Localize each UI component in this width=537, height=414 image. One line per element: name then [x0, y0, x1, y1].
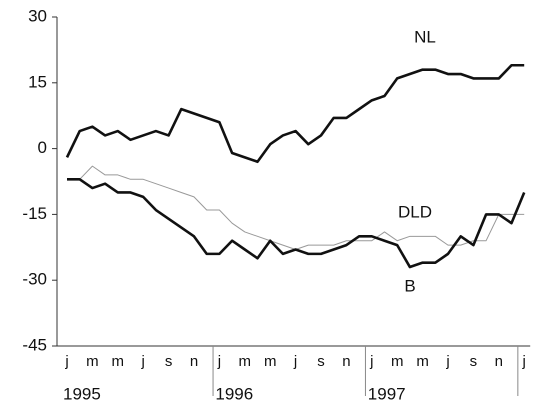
x-tick-label: m	[112, 353, 125, 370]
series-line	[67, 178, 526, 269]
x-tick-label: m	[86, 353, 99, 370]
series-line	[67, 165, 525, 250]
year-label: 1996	[215, 384, 253, 403]
year-label: 1995	[63, 384, 101, 403]
y-tick-label: -45	[22, 335, 47, 354]
y-tick-label: -15	[22, 204, 47, 223]
series-line	[65, 63, 525, 164]
x-tick-label: s	[165, 353, 173, 370]
x-tick-label: m	[416, 353, 429, 370]
x-tick-label: j	[522, 353, 526, 370]
x-tick-label: m	[239, 353, 252, 370]
x-tick-label: n	[495, 353, 503, 370]
x-tick-label: n	[342, 353, 350, 370]
x-tick-label: j	[217, 353, 221, 370]
x-tick-label: s	[317, 353, 325, 370]
y-tick-label: 15	[28, 72, 47, 91]
series-label: B	[404, 276, 415, 295]
x-tick-label: j	[445, 353, 449, 370]
x-tick-label: j	[64, 353, 68, 370]
y-tick-label: 0	[38, 138, 47, 157]
series-label: DLD	[398, 202, 432, 221]
series-label: NL	[414, 27, 436, 46]
x-tick-label: m	[391, 353, 404, 370]
x-tick-label: m	[264, 353, 277, 370]
x-tick-label: j	[369, 353, 373, 370]
y-tick-label: 30	[28, 6, 47, 25]
y-tick-label: -30	[22, 270, 47, 289]
x-tick-label: j	[141, 353, 145, 370]
year-label: 1997	[368, 384, 406, 403]
x-tick-label: n	[190, 353, 198, 370]
x-tick-label: j	[293, 353, 297, 370]
x-tick-label: s	[470, 353, 478, 370]
